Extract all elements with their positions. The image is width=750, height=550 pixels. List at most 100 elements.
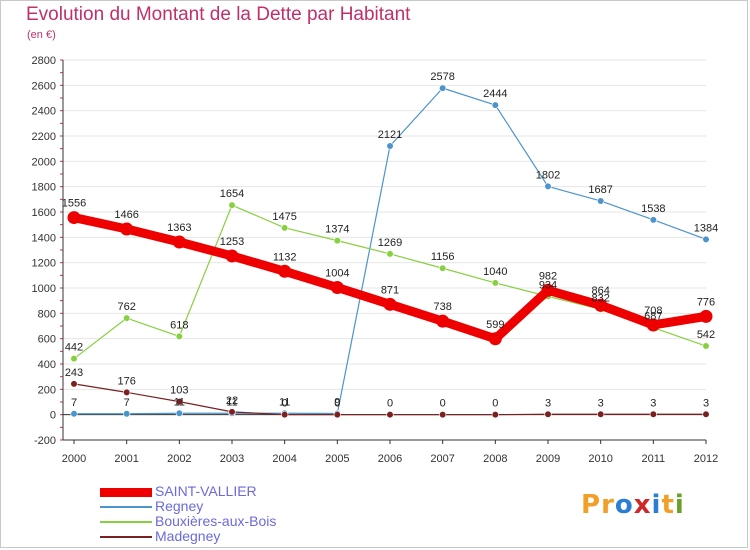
- y-tick-label: 2200: [32, 131, 56, 143]
- data-label: 9: [334, 397, 340, 409]
- proxiti-logo: Proxiti: [581, 490, 685, 520]
- data-label: 1040: [483, 266, 507, 278]
- x-tick-label: 2006: [378, 453, 402, 465]
- data-label: 1384: [694, 222, 718, 234]
- x-tick-label: 2001: [114, 453, 138, 465]
- y-tick-label: 2400: [32, 106, 56, 118]
- data-label: 1253: [220, 236, 244, 248]
- data-point: [439, 264, 447, 272]
- data-point: [699, 309, 713, 323]
- data-point: [439, 411, 447, 419]
- data-label: 0: [282, 398, 288, 410]
- legend-label: SAINT-VALLIER: [155, 483, 257, 499]
- data-label: 0: [387, 398, 393, 410]
- data-point: [281, 411, 289, 419]
- data-point: [175, 409, 183, 417]
- data-label: 982: [539, 270, 557, 282]
- y-tick-label: 1600: [32, 207, 56, 219]
- x-tick-label: 2003: [220, 453, 244, 465]
- data-label: 243: [65, 367, 83, 379]
- data-label: 1132: [273, 251, 297, 263]
- data-label: 1538: [641, 203, 665, 215]
- y-tick-label: 800: [38, 308, 56, 320]
- y-tick-label: 2600: [32, 80, 56, 92]
- data-label: 7: [71, 397, 77, 409]
- series-line: [69, 213, 711, 344]
- data-point: [281, 224, 289, 232]
- data-point: [330, 280, 344, 294]
- data-point: [594, 298, 608, 312]
- chart-title: Evolution du Montant de la Dette par Hab…: [26, 4, 411, 25]
- legend-swatch: [100, 488, 152, 497]
- logo-letter: i: [674, 490, 685, 520]
- data-point: [541, 283, 555, 297]
- data-label: 3: [650, 397, 656, 409]
- logo-letter: o: [614, 490, 634, 520]
- y-tick-label: 0: [50, 410, 56, 422]
- data-point: [175, 398, 183, 406]
- x-tick-label: 2004: [272, 453, 296, 465]
- data-label: 7: [124, 397, 130, 409]
- data-point: [120, 222, 134, 236]
- x-tick-label: 2012: [694, 453, 718, 465]
- data-label: 1004: [325, 267, 349, 279]
- data-point: [649, 216, 657, 224]
- data-point: [123, 314, 131, 322]
- data-label: 1556: [62, 198, 86, 210]
- data-label: 1269: [378, 237, 402, 249]
- data-point: [544, 182, 552, 191]
- data-label: 11: [226, 396, 237, 408]
- data-point: [225, 249, 239, 263]
- data-point: [386, 250, 394, 258]
- data-point: [646, 318, 660, 332]
- data-point: [172, 235, 186, 249]
- data-label: 11: [279, 396, 290, 408]
- x-tick-label: 2010: [588, 453, 612, 465]
- data-label: 738: [433, 301, 451, 313]
- legend-swatch: [100, 536, 152, 538]
- data-label: 599: [486, 319, 504, 331]
- data-label: 1475: [272, 211, 296, 223]
- x-tick-label: 2011: [642, 453, 666, 465]
- data-label: 1802: [536, 169, 560, 181]
- x-tick-label: 2009: [536, 453, 560, 465]
- data-label: 776: [697, 296, 715, 308]
- data-label: 2578: [430, 71, 454, 83]
- data-point: [439, 84, 447, 92]
- data-point: [702, 342, 710, 350]
- data-label: 934: [539, 279, 557, 291]
- data-label: 11: [174, 396, 185, 408]
- x-tick-label: 2002: [167, 453, 191, 465]
- logo-letter: t: [661, 490, 675, 520]
- data-point: [383, 297, 397, 311]
- data-point: [702, 235, 710, 243]
- x-tick-label: 2000: [62, 453, 86, 465]
- y-tick-label: 1400: [32, 232, 56, 244]
- legend-label: Bouxières-aux-Bois: [155, 513, 277, 529]
- data-label: 832: [591, 292, 609, 304]
- x-tick-label: 2007: [430, 453, 454, 465]
- y-tick-label: 1800: [32, 182, 56, 194]
- data-label: 0: [440, 398, 446, 410]
- chart-subtitle: (en €): [27, 29, 56, 41]
- data-label: 3: [703, 397, 709, 409]
- data-label: 1466: [114, 209, 138, 221]
- data-point: [544, 410, 552, 418]
- y-tick-label: 200: [38, 384, 56, 396]
- data-label: 3: [545, 397, 551, 409]
- data-label: 542: [697, 329, 715, 341]
- data-point: [491, 279, 499, 287]
- logo-letter: x: [633, 490, 652, 520]
- data-point: [386, 411, 394, 419]
- legend-swatch: [100, 506, 152, 508]
- data-label: 708: [644, 305, 662, 317]
- data-point: [70, 380, 78, 388]
- data-label: 2444: [483, 88, 507, 100]
- data-label: 687: [644, 311, 662, 323]
- data-label: 1156: [431, 251, 455, 263]
- y-tick-label: 400: [38, 359, 56, 371]
- data-label: 103: [170, 385, 188, 397]
- data-point: [649, 410, 657, 418]
- x-tick-label: 2005: [325, 453, 349, 465]
